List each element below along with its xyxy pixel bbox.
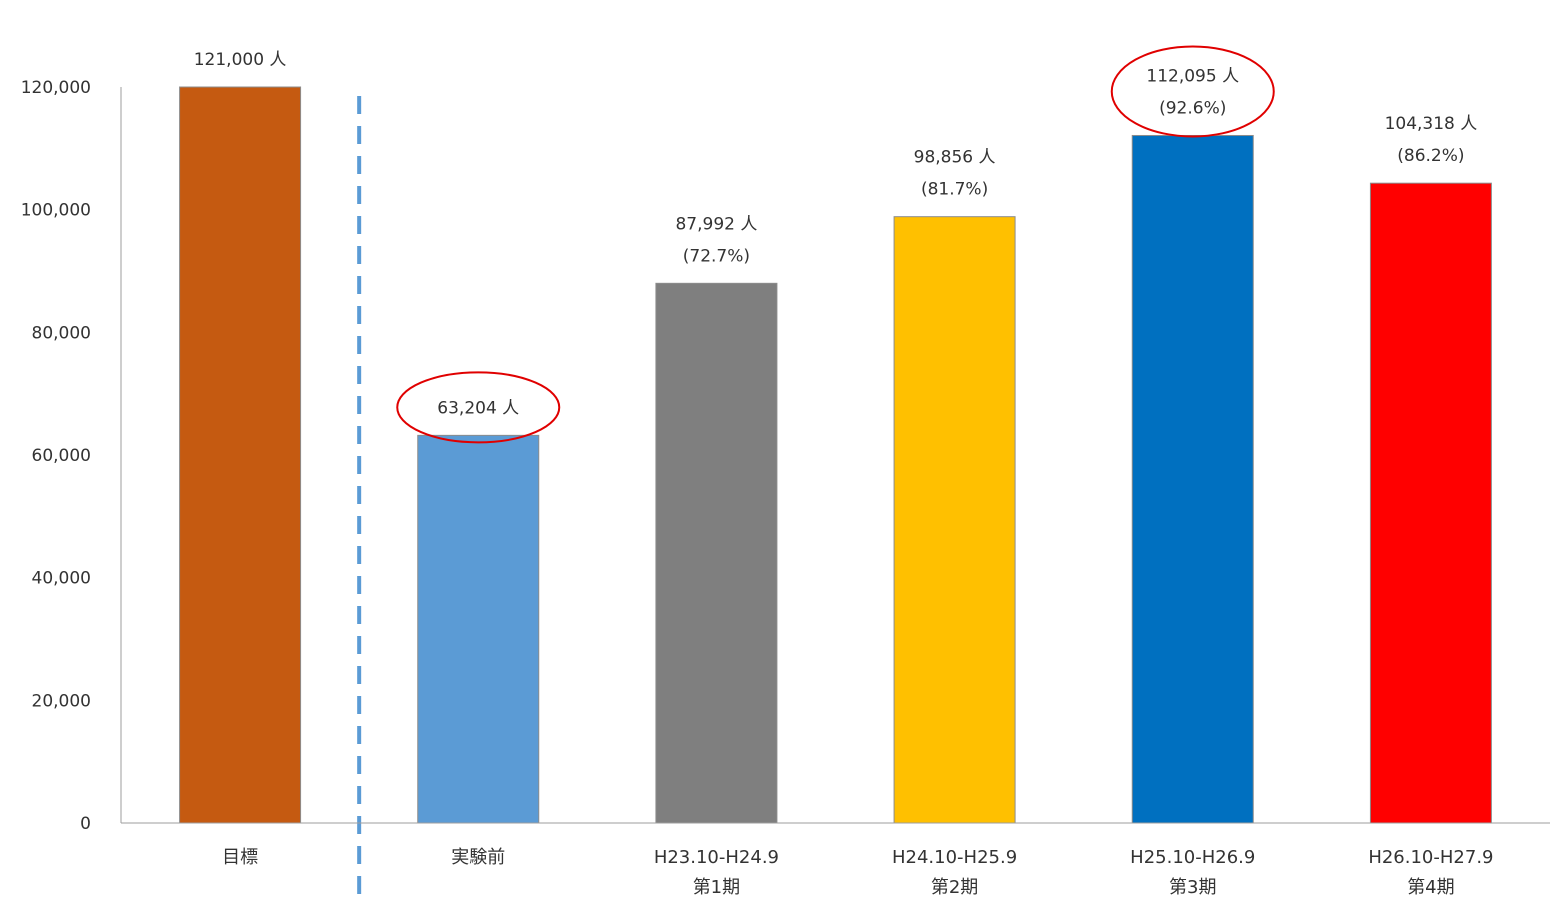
data-label: (92.6%) <box>1159 98 1226 118</box>
x-tick-label: H25.10-H26.9 <box>1130 847 1255 868</box>
y-tick-label: 100,000 <box>21 201 91 221</box>
x-tick-label: H23.10-H24.9 <box>654 847 779 868</box>
y-axis: 0 20,000 40,000 60,000 80,000 100,000 120,000 <box>21 78 122 834</box>
y-tick-label: 80,000 <box>32 323 91 343</box>
x-tick-label: 第3期 <box>1169 877 1216 898</box>
bar <box>1369 182 1492 824</box>
data-label: (81.7%) <box>921 180 988 200</box>
data-label: 98,856 人 <box>914 148 996 168</box>
x-tick-label: 第1期 <box>693 877 740 898</box>
y-tick-label: 60,000 <box>32 446 91 466</box>
highlight-ovals <box>396 45 1275 444</box>
x-tick-label: 第2期 <box>931 877 978 898</box>
y-tick-label: 40,000 <box>32 569 91 589</box>
y-tick-label: 20,000 <box>32 691 91 711</box>
bar <box>893 216 1016 824</box>
bars <box>179 86 1492 824</box>
bar <box>417 434 540 824</box>
x-tick-label: 目標 <box>222 847 258 868</box>
bar <box>655 282 778 824</box>
data-label: (72.7%) <box>683 246 750 266</box>
data-labels: 121,000 人 63,204 人 87,992 人 (72.7%) 98,856 人… <box>194 50 1478 418</box>
data-label: (86.2%) <box>1397 146 1464 166</box>
y-tick-label: 120,000 <box>21 78 91 98</box>
x-tick-label: H26.10-H27.9 <box>1368 847 1493 868</box>
x-axis: 目標 実験前 H23.10-H24.9 第1期 H24.10-H25.9 第2期 H25.1… <box>121 822 1550 898</box>
data-label: 63,204 人 <box>437 398 519 418</box>
data-label: 112,095 人 <box>1146 66 1239 86</box>
bar <box>179 86 302 824</box>
data-label: 87,992 人 <box>675 214 757 234</box>
highlight-oval <box>1110 45 1275 138</box>
highlight-oval <box>396 371 561 444</box>
x-tick-label: 第4期 <box>1407 877 1454 898</box>
x-tick-label: 実験前 <box>451 847 505 868</box>
data-label: 121,000 人 <box>194 50 287 70</box>
x-tick-label: H24.10-H25.9 <box>892 847 1017 868</box>
y-tick-label: 0 <box>80 814 91 834</box>
bar <box>1131 134 1254 824</box>
data-label: 104,318 人 <box>1385 114 1478 134</box>
